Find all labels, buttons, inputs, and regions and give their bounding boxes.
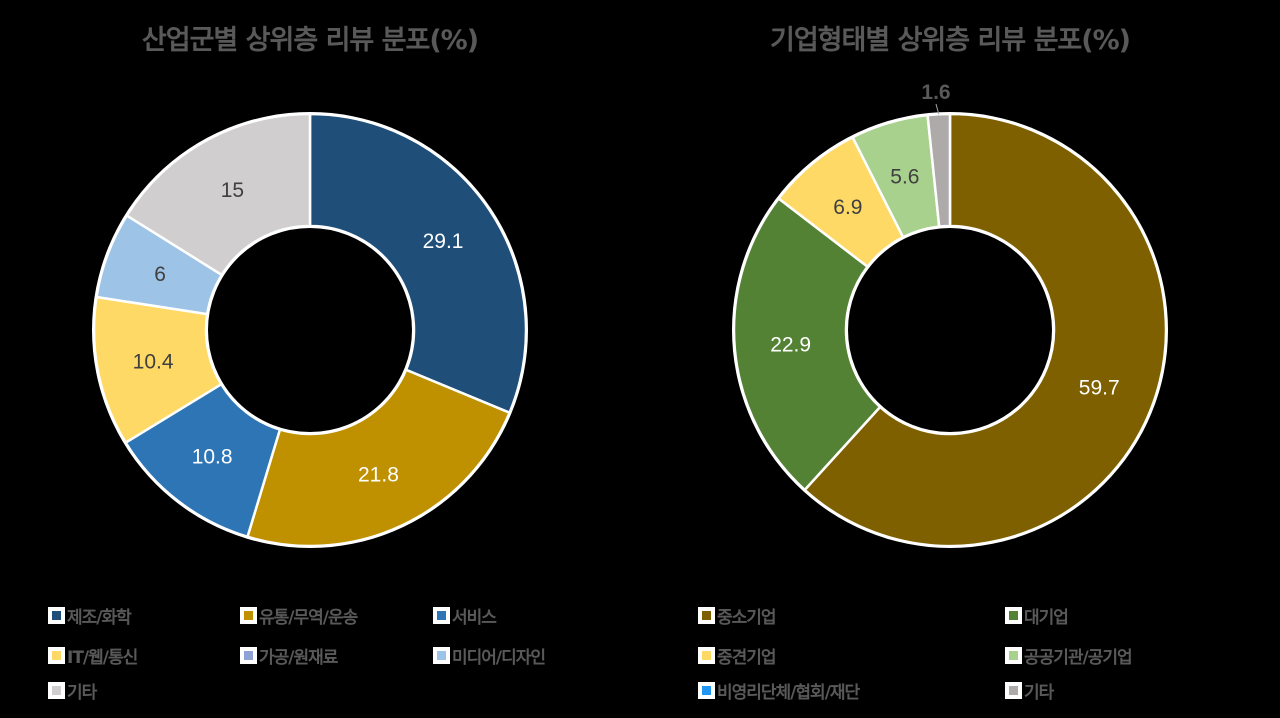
legend-item-service[interactable]: 서비스 bbox=[433, 603, 497, 628]
data-label: 15 bbox=[221, 179, 244, 202]
data-label: 10.8 bbox=[192, 446, 233, 469]
legend-swatch bbox=[1009, 650, 1018, 660]
data-label: 6.9 bbox=[833, 196, 862, 219]
data-label: 29.1 bbox=[423, 230, 464, 253]
legend-item-other[interactable]: 기타 bbox=[1005, 678, 1054, 703]
legend-item-manufacturing[interactable]: 제조/화학 bbox=[48, 603, 132, 628]
data-label: 10.4 bbox=[133, 350, 174, 373]
legend-item-large-company[interactable]: 대기업 bbox=[1005, 603, 1069, 628]
legend-item-other[interactable]: 기타 bbox=[48, 678, 97, 703]
donut-chart-company-type: 59.7 22.9 6.9 5.6 1.6 bbox=[732, 81, 1168, 548]
data-label: 1.6 bbox=[921, 81, 950, 104]
data-label: 22.9 bbox=[770, 333, 811, 356]
legend-item-public[interactable]: 공공기관/공기업 bbox=[1005, 643, 1133, 668]
legend-swatch bbox=[244, 650, 253, 660]
legend-swatch bbox=[52, 650, 61, 660]
donut-chart-industry: 29.1 21.8 10.8 10.4 6 15 bbox=[92, 112, 528, 548]
data-label: 5.6 bbox=[890, 165, 919, 188]
legend-swatch bbox=[437, 650, 446, 660]
legend-item-midsize[interactable]: 중견기업 bbox=[698, 643, 777, 668]
legend-swatch bbox=[52, 610, 61, 620]
legend-swatch bbox=[1009, 685, 1018, 695]
chart-title-industry: 산업군별 상위층 리뷰 분포(%) bbox=[141, 25, 479, 56]
legend-item-sme[interactable]: 중소기업 bbox=[698, 603, 777, 628]
data-label: 21.8 bbox=[358, 464, 399, 487]
legend-swatch bbox=[52, 685, 61, 695]
chart-title-company-type: 기업형태별 상위층 리뷰 분포(%) bbox=[769, 25, 1131, 56]
legend-swatch bbox=[1009, 610, 1018, 620]
data-label: 6 bbox=[154, 263, 166, 286]
legend-swatch bbox=[437, 610, 446, 620]
donut-slice[interactable] bbox=[308, 112, 528, 415]
legend-item-processing[interactable]: 가공/원재료 bbox=[240, 643, 338, 668]
data-label: 59.7 bbox=[1079, 377, 1120, 400]
legend-item-media[interactable]: 미디어/디자인 bbox=[433, 643, 546, 668]
legend-item-it[interactable]: IT/웹/통신 bbox=[48, 643, 138, 668]
legend-item-nonprofit[interactable]: 비영리단체/협회/재단 bbox=[698, 678, 860, 703]
legend-swatch bbox=[244, 610, 253, 620]
legend-item-distribution[interactable]: 유통/무역/운송 bbox=[240, 603, 358, 628]
legend-swatch bbox=[702, 610, 711, 620]
legend-swatch bbox=[702, 685, 711, 695]
legend-swatch bbox=[702, 650, 711, 660]
